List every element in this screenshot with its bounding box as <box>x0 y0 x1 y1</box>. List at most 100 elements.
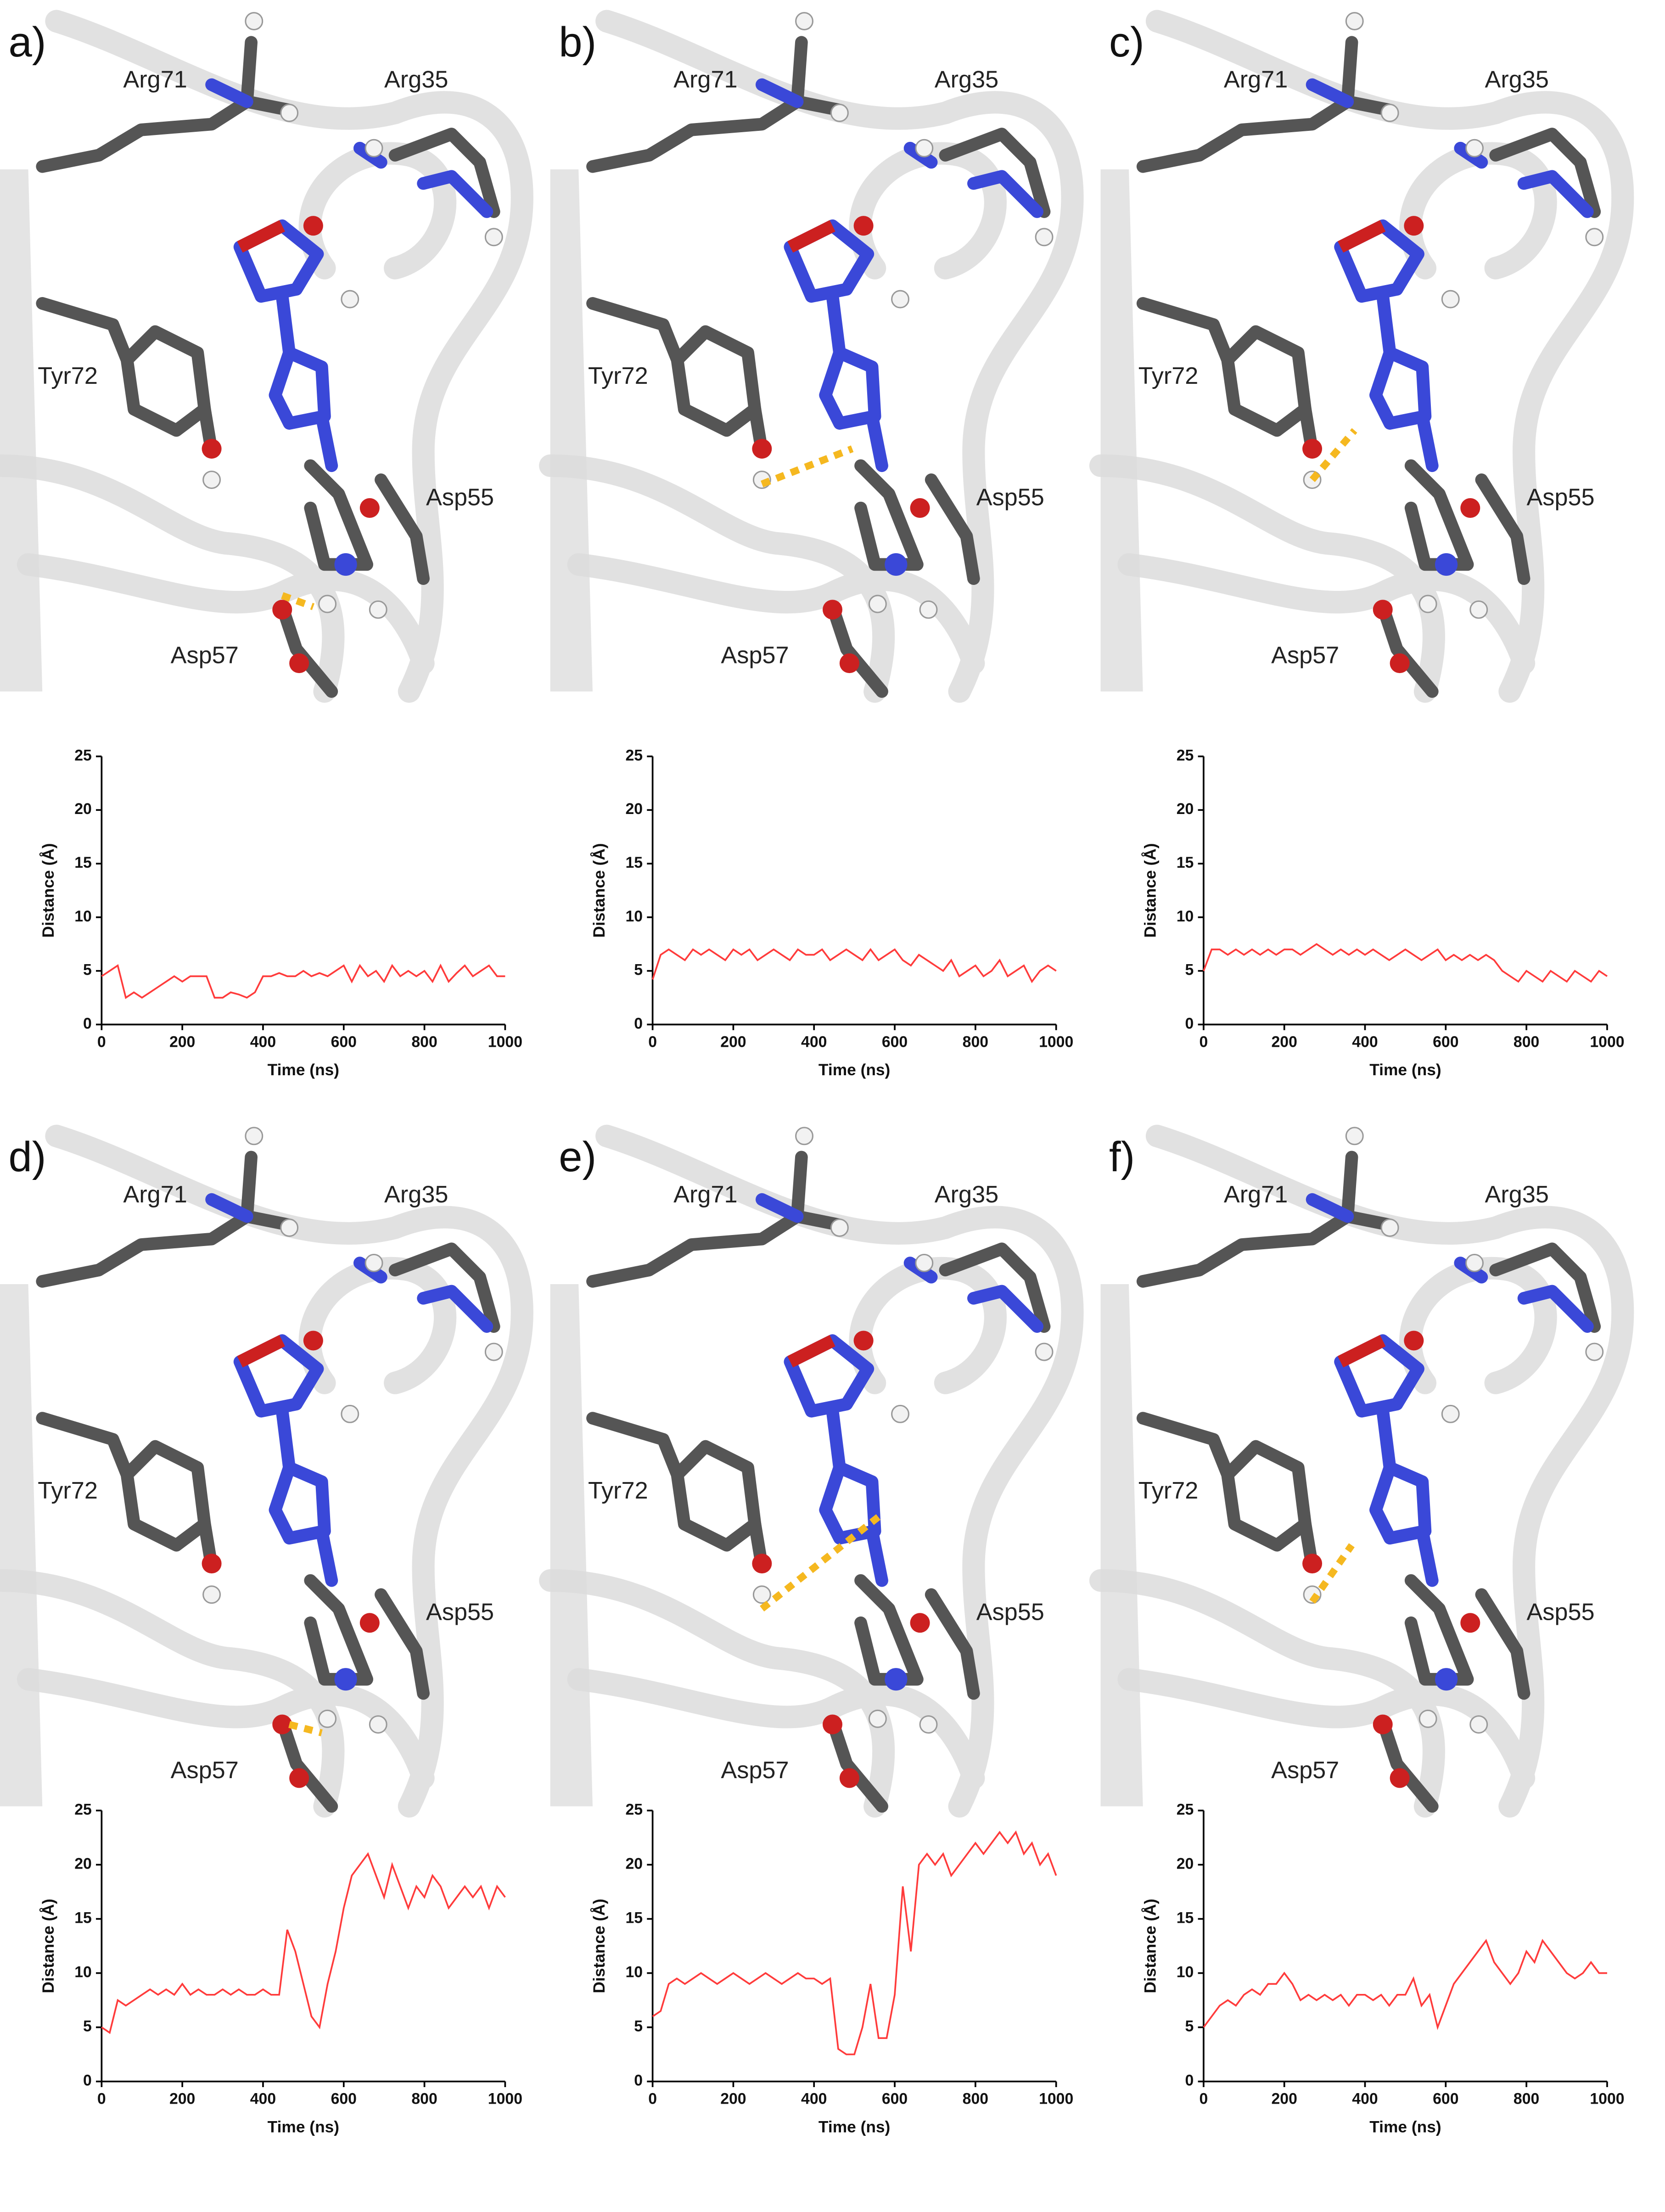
y-tick-label: 5 <box>1185 961 1194 979</box>
y-tick-label: 25 <box>74 747 92 764</box>
residue-label: Asp55 <box>426 484 494 511</box>
y-tick-label: 15 <box>74 854 92 871</box>
y-tick-label: 10 <box>1177 1964 1194 1981</box>
residue-label: Arg71 <box>1224 1181 1288 1208</box>
panel-label: f) <box>1109 1133 1135 1180</box>
x-tick-label: 200 <box>1271 1033 1297 1050</box>
residue-label: Arg71 <box>123 1181 187 1208</box>
y-tick-label: 15 <box>1177 854 1194 871</box>
y-tick-label: 0 <box>1185 1015 1194 1032</box>
residue-label: Arg71 <box>123 67 187 93</box>
residue-label: Arg35 <box>1485 67 1549 93</box>
residue-label: Arg35 <box>935 1181 998 1208</box>
y-tick-label: 20 <box>625 1855 643 1873</box>
data-line <box>1203 1938 1607 2030</box>
structure-panel: b) Arg71 Arg35 Tyr72 Asp55 Asp57 <box>550 0 1087 691</box>
chart: 0 5 10 15 20 25 0 200 400 600 800 1000 Time (ns) Dist… <box>1141 1801 1624 2136</box>
hbond-dash <box>760 1511 884 1612</box>
structure-image <box>550 1115 1087 1806</box>
x-tick-label: 0 <box>1199 2090 1208 2108</box>
x-tick-label: 600 <box>1433 1033 1458 1050</box>
y-tick-label: 20 <box>625 800 643 818</box>
residue-label: Asp57 <box>1271 642 1339 669</box>
residue-label: Arg71 <box>673 1181 737 1208</box>
data-line <box>651 948 1057 983</box>
residue-label: Asp57 <box>171 642 239 669</box>
residue-label: Asp57 <box>721 1757 789 1784</box>
y-tick-label: 5 <box>634 2018 643 2035</box>
x-tick-label: 1000 <box>1590 1033 1624 1050</box>
hbond-dash <box>1309 428 1357 483</box>
x-tick-label: 400 <box>250 2090 276 2108</box>
y-tick-label: 20 <box>1177 800 1194 818</box>
panel-label: a) <box>8 18 46 66</box>
residue-label: Arg71 <box>1224 67 1288 93</box>
x-tick-label: 200 <box>720 1033 746 1050</box>
structure-image <box>550 0 1087 691</box>
residue-label: Arg35 <box>935 67 998 93</box>
x-tick-label: 600 <box>882 2090 908 2108</box>
x-tick-label: 1000 <box>1039 1033 1073 1050</box>
x-tick-label: 400 <box>250 1033 276 1050</box>
y-tick-label: 0 <box>83 2072 92 2089</box>
chart: 0 5 10 15 20 25 0 200 400 600 800 1000 Time (ns) Dist… <box>39 1801 522 2136</box>
y-tick-label: 25 <box>1177 747 1194 764</box>
x-axis-label: Time (ns) <box>818 2118 890 2136</box>
x-tick-label: 200 <box>720 2090 746 2108</box>
x-tick-label: 800 <box>411 1033 437 1050</box>
x-tick-label: 800 <box>963 2090 988 2108</box>
y-axis-label: Distance (Å) <box>590 843 608 938</box>
x-tick-label: 800 <box>963 1033 988 1050</box>
x-tick-label: 1000 <box>488 1033 522 1050</box>
y-tick-label: 10 <box>74 1964 92 1981</box>
x-axis-label: Time (ns) <box>268 2118 339 2136</box>
structure-panel: e) Arg71 Arg35 Tyr72 Asp55 Asp57 <box>550 1115 1087 1806</box>
y-tick-label: 10 <box>74 908 92 925</box>
y-axis-label: Distance (Å) <box>1141 843 1159 938</box>
chart: 0 5 10 15 20 25 0 200 400 600 800 1000 Time (ns) Dist… <box>590 747 1073 1079</box>
hbond-dash <box>288 1721 323 1736</box>
structure-panel: d) Arg71 Arg35 Tyr72 Asp55 Asp57 <box>0 1115 536 1806</box>
residue-label: Arg35 <box>384 1181 448 1208</box>
y-tick-label: 5 <box>83 2018 92 2035</box>
x-tick-label: 600 <box>1433 2090 1458 2108</box>
residue-label: Asp55 <box>976 484 1044 511</box>
residue-label: Asp55 <box>976 1599 1044 1626</box>
residue-label: Asp55 <box>1526 484 1594 511</box>
residue-label: Tyr72 <box>588 1477 648 1504</box>
residue-label: Asp57 <box>1271 1757 1339 1784</box>
x-tick-label: 400 <box>801 2090 827 2108</box>
x-tick-label: 600 <box>331 2090 357 2108</box>
y-tick-label: 25 <box>74 1801 92 1818</box>
residue-label: Asp55 <box>426 1599 494 1626</box>
structure-image <box>1101 0 1637 691</box>
residue-label: Tyr72 <box>38 1477 98 1504</box>
x-tick-label: 200 <box>169 1033 195 1050</box>
structure-image <box>0 1115 536 1806</box>
residue-label: Asp57 <box>721 642 789 669</box>
y-tick-label: 5 <box>83 961 92 979</box>
hbond-dash <box>281 592 315 610</box>
x-tick-label: 0 <box>648 1033 657 1050</box>
y-axis-label: Distance (Å) <box>39 843 57 938</box>
x-tick-label: 800 <box>411 2090 437 2108</box>
x-axis-label: Time (ns) <box>1369 1061 1441 1079</box>
residue-label: Arg35 <box>384 67 448 93</box>
chart: 0 5 10 15 20 25 0 200 400 600 800 1000 Time (ns) Dist… <box>39 747 522 1079</box>
x-tick-label: 1000 <box>488 2090 522 2108</box>
residue-label: Tyr72 <box>38 363 98 389</box>
panel-label: d) <box>8 1133 46 1180</box>
structure-image <box>1101 1115 1637 1806</box>
data-line <box>101 963 505 999</box>
x-axis-label: Time (ns) <box>818 1061 890 1079</box>
y-tick-label: 0 <box>83 1015 92 1032</box>
x-tick-label: 800 <box>1514 1033 1539 1050</box>
chart: 0 5 10 15 20 25 0 200 400 600 800 1000 Time (ns) Dist… <box>1141 747 1624 1079</box>
x-tick-label: 400 <box>1352 1033 1378 1050</box>
y-tick-label: 10 <box>1177 908 1194 925</box>
x-axis-label: Time (ns) <box>268 1061 339 1079</box>
x-tick-label: 600 <box>882 1033 908 1050</box>
panel-label: c) <box>1109 18 1144 66</box>
y-tick-label: 5 <box>1185 2018 1194 2035</box>
